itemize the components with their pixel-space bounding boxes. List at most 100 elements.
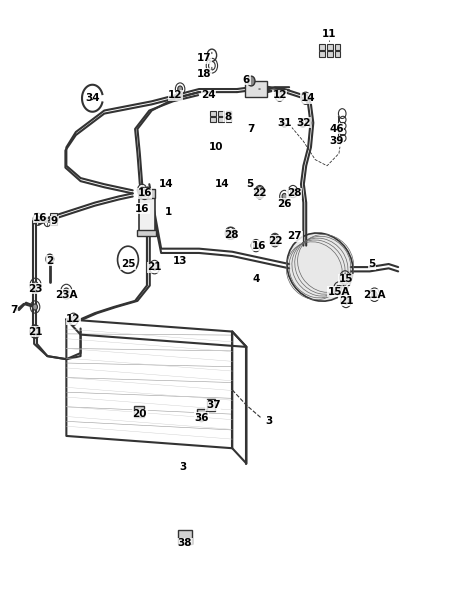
Circle shape: [71, 316, 76, 322]
Text: 46: 46: [329, 124, 344, 134]
Bar: [197, 409, 206, 420]
Text: 1: 1: [164, 207, 172, 217]
Text: 17: 17: [197, 53, 211, 63]
Bar: [207, 399, 215, 411]
Circle shape: [273, 236, 277, 243]
Text: 27: 27: [288, 231, 302, 241]
Text: 7: 7: [10, 305, 18, 315]
Text: 3: 3: [265, 416, 273, 426]
Text: 24: 24: [201, 90, 216, 100]
Bar: [134, 406, 144, 417]
Bar: [138, 189, 155, 198]
Text: 31: 31: [277, 118, 292, 128]
Bar: [50, 213, 57, 225]
Bar: [137, 230, 156, 236]
Text: 16: 16: [135, 204, 149, 214]
Text: 21: 21: [28, 327, 43, 336]
Circle shape: [228, 230, 232, 236]
Circle shape: [247, 76, 255, 86]
Bar: [327, 51, 333, 57]
Circle shape: [142, 190, 147, 196]
Ellipse shape: [287, 233, 353, 301]
Circle shape: [336, 285, 341, 292]
Bar: [138, 190, 155, 233]
Circle shape: [291, 188, 295, 195]
Text: 25: 25: [121, 259, 135, 269]
Bar: [218, 111, 224, 116]
Text: 21A: 21A: [363, 290, 386, 300]
Circle shape: [178, 86, 182, 92]
Text: 28: 28: [224, 230, 238, 239]
Text: 21: 21: [147, 262, 162, 272]
Text: 3: 3: [179, 462, 186, 472]
Bar: [178, 530, 192, 544]
Text: 21: 21: [339, 296, 353, 306]
Circle shape: [229, 230, 234, 236]
Text: 11: 11: [322, 29, 337, 39]
Text: 4: 4: [252, 274, 260, 284]
Bar: [319, 44, 325, 50]
Bar: [210, 117, 216, 122]
Text: 5: 5: [368, 259, 376, 269]
Circle shape: [343, 298, 348, 305]
Text: 14: 14: [159, 179, 173, 189]
Text: 15: 15: [339, 274, 353, 284]
Text: 22: 22: [253, 188, 267, 198]
Text: 10: 10: [209, 142, 223, 152]
Text: 16: 16: [137, 188, 152, 198]
Bar: [226, 111, 231, 116]
Text: 13: 13: [173, 256, 187, 266]
Bar: [319, 51, 325, 57]
Circle shape: [277, 92, 282, 98]
Bar: [335, 44, 340, 50]
Text: 16: 16: [33, 213, 47, 223]
Text: 8: 8: [224, 112, 231, 122]
Text: 2: 2: [46, 256, 54, 266]
Text: 23A: 23A: [55, 290, 78, 300]
Text: 36: 36: [194, 413, 209, 422]
Bar: [226, 117, 231, 122]
Circle shape: [33, 304, 37, 310]
Circle shape: [152, 264, 157, 271]
Circle shape: [36, 216, 40, 222]
Circle shape: [32, 328, 38, 335]
Text: 14: 14: [215, 179, 229, 189]
Text: 16: 16: [252, 241, 266, 251]
Circle shape: [33, 328, 37, 335]
Text: 26: 26: [277, 199, 292, 209]
Circle shape: [140, 187, 145, 193]
Text: 32: 32: [296, 118, 310, 128]
Text: 18: 18: [197, 69, 211, 79]
Text: 7: 7: [247, 124, 255, 134]
Circle shape: [33, 282, 38, 289]
Text: 15A: 15A: [328, 287, 350, 297]
Text: 23: 23: [28, 284, 43, 293]
Text: 12: 12: [66, 314, 81, 324]
Text: 9: 9: [51, 216, 58, 226]
Text: 38: 38: [178, 538, 192, 548]
Circle shape: [64, 288, 69, 295]
Bar: [335, 51, 340, 57]
Text: 39: 39: [329, 136, 344, 146]
Text: 28: 28: [287, 188, 301, 198]
Bar: [210, 111, 216, 116]
Circle shape: [303, 95, 308, 101]
Circle shape: [282, 193, 287, 200]
Text: 22: 22: [268, 236, 282, 246]
Text: 14: 14: [301, 93, 315, 103]
Text: 12: 12: [168, 90, 182, 100]
Text: 5: 5: [246, 179, 254, 189]
Bar: [218, 117, 224, 122]
Text: 6: 6: [243, 75, 250, 85]
Bar: [327, 44, 333, 50]
Circle shape: [342, 274, 348, 281]
Circle shape: [372, 292, 377, 298]
Text: 20: 20: [133, 410, 147, 419]
Text: 34: 34: [85, 93, 100, 103]
Circle shape: [257, 188, 262, 195]
Bar: [246, 81, 267, 97]
Circle shape: [273, 238, 277, 244]
Circle shape: [254, 243, 258, 249]
Text: 12: 12: [273, 90, 287, 100]
Text: 37: 37: [206, 400, 220, 410]
